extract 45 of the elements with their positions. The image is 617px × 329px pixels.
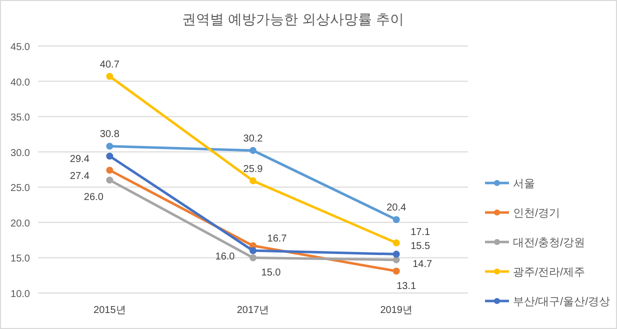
point — [250, 146, 256, 154]
data-label: 14.7 — [412, 258, 432, 270]
x-tick-label: 2017년 — [236, 305, 270, 316]
data-label: 13.1 — [396, 281, 416, 292]
point — [106, 142, 114, 150]
y-tick-label: 30.0 — [10, 148, 30, 159]
x-tick-label: 2019년 — [380, 305, 412, 316]
point — [392, 268, 400, 275]
data-label: 16.0 — [215, 252, 236, 263]
data-label: 30.2 — [243, 133, 264, 144]
point — [106, 72, 114, 80]
legend-label: 광주/전라/제주 — [513, 266, 586, 278]
data-label: 15.0 — [261, 268, 282, 279]
point — [392, 216, 400, 224]
point — [106, 176, 114, 184]
chart-title: 권역별 예방가능한 외상사망률 추이 — [182, 11, 404, 27]
legend-label: 인천/경기 — [513, 208, 560, 220]
point — [250, 254, 256, 262]
data-label: 17.1 — [410, 226, 430, 238]
y-tick-label: 10.0 — [10, 289, 30, 300]
point — [106, 166, 114, 174]
legend-label: 부산/대구/울산/경상 — [513, 296, 610, 308]
data-label: 20.4 — [386, 202, 406, 214]
y-tick-label: 45.0 — [10, 42, 30, 53]
data-label: 40.7 — [100, 59, 120, 70]
y-tick-label: 25.0 — [10, 183, 30, 194]
point — [392, 239, 400, 246]
data-label: 30.8 — [100, 129, 120, 140]
data-label: 29.4 — [70, 154, 90, 166]
legend-label: 서울 — [513, 178, 535, 190]
data-label: 16.7 — [267, 234, 288, 245]
point — [106, 152, 114, 160]
x-tick-label: 2015년 — [94, 305, 126, 316]
point — [250, 247, 256, 254]
point — [250, 177, 256, 184]
y-tick-label: 15.0 — [10, 254, 30, 265]
y-tick-label: 35.0 — [10, 112, 30, 124]
data-label: 27.4 — [70, 171, 90, 182]
data-label: 15.5 — [410, 241, 430, 252]
legend-label: 대전/충청/강원 — [513, 237, 586, 249]
point — [392, 250, 400, 258]
data-label: 25.9 — [243, 164, 264, 175]
data-label: 26.0 — [84, 192, 104, 204]
y-tick-label: 20.0 — [10, 218, 30, 230]
y-tick-label: 40.0 — [10, 77, 30, 88]
